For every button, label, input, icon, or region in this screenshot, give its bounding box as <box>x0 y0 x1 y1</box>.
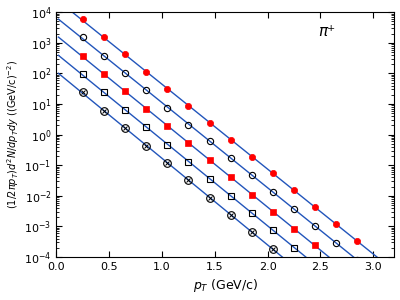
X-axis label: $p_{T}$ (GeV/c): $p_{T}$ (GeV/c) <box>193 278 258 294</box>
Y-axis label: $(1/2\pi p_T)d^2N/dp_Tdy$ ((GeV/c)$^{-2}$): $(1/2\pi p_T)d^2N/dp_Tdy$ ((GeV/c)$^{-2}… <box>6 60 21 209</box>
Text: π⁺: π⁺ <box>318 24 335 39</box>
